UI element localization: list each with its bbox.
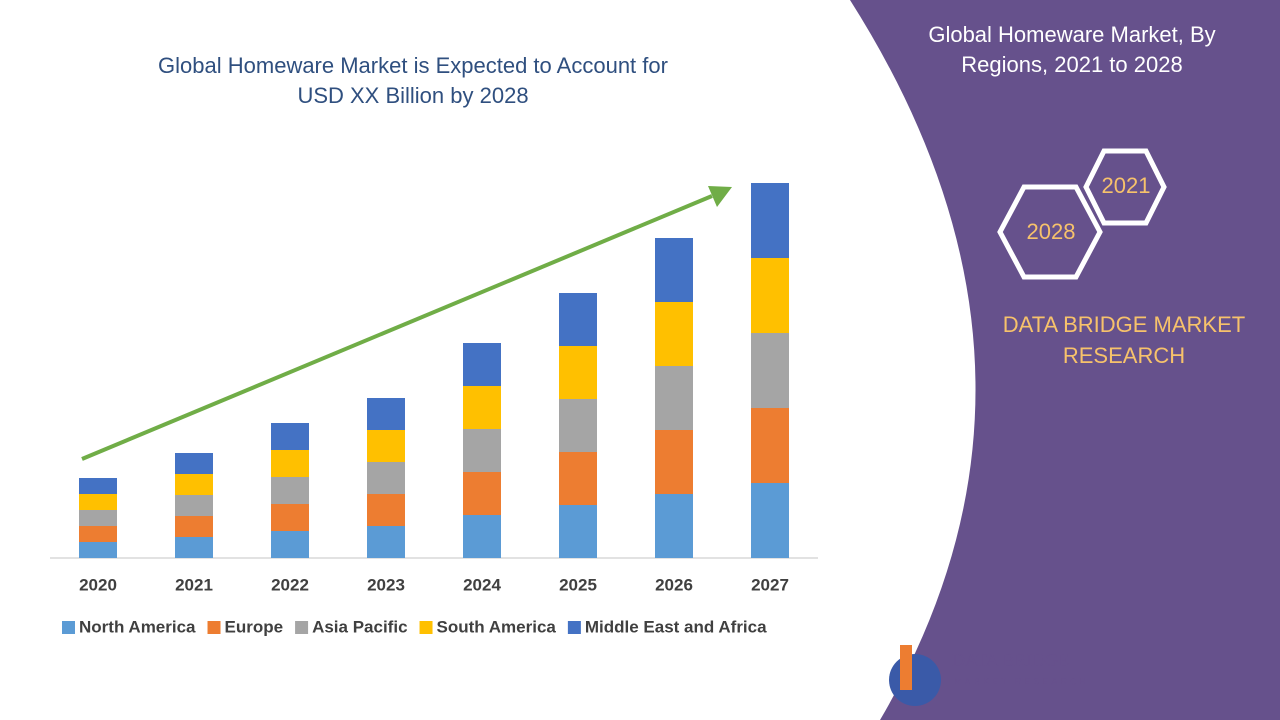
x-tick-label: 2020 (79, 575, 117, 594)
legend-label: Europe (225, 617, 284, 636)
bar-segment (367, 398, 405, 430)
bar-segment (367, 494, 405, 526)
x-tick-label: 2025 (559, 575, 597, 594)
legend-label: North America (79, 617, 196, 636)
bar-segment (175, 453, 213, 474)
bar-segment (271, 477, 309, 504)
bar-segment (271, 531, 309, 558)
x-tick-label: 2021 (175, 575, 213, 594)
bar-segment (79, 510, 117, 526)
text-line: Global Homeware Market is Expected to Ac… (158, 53, 668, 78)
x-tick-label: 2022 (271, 575, 309, 594)
text-line: Regions, 2021 to 2028 (961, 52, 1182, 77)
text-line: RESEARCH (1063, 343, 1185, 368)
badge: 2021 (1102, 173, 1151, 198)
legend-swatch (567, 621, 581, 634)
bar-segment (463, 343, 501, 386)
x-tick-label: 2027 (751, 575, 789, 594)
trend-arrow-head (708, 186, 732, 207)
bar-segment (367, 430, 405, 462)
bar-segment (463, 386, 501, 429)
logo-tagline: MARKET RESEARCH (954, 676, 1089, 686)
legend-swatch (207, 621, 221, 634)
bar-segment (79, 526, 117, 542)
bar-segment (751, 183, 789, 258)
bar-segment (175, 516, 213, 537)
bar-segment (463, 429, 501, 472)
bar-segment (559, 452, 597, 505)
bar-segment (751, 483, 789, 558)
legend-label: South America (437, 617, 557, 636)
panel-title: Global Homeware Market, By Regions, 2021 … (928, 22, 1215, 77)
x-tick-label: 2024 (463, 575, 501, 594)
hexagon (997, 184, 1103, 280)
bar-segment (79, 542, 117, 558)
side-panel (850, 0, 1280, 720)
bar-segment (655, 366, 693, 430)
bar-segment (79, 494, 117, 510)
bar-segment (751, 333, 789, 408)
bar-segment (175, 495, 213, 516)
x-tick-label: 2026 (655, 575, 693, 594)
bar-segment (271, 450, 309, 477)
logo-icon (900, 645, 912, 690)
bar-segment (271, 504, 309, 531)
legend-label: Asia Pacific (312, 617, 407, 636)
bar-segment (367, 526, 405, 558)
legend-swatch (62, 621, 75, 634)
bar-segment (655, 238, 693, 302)
x-tick-label: 2023 (367, 575, 405, 594)
trend-arrow (81, 194, 713, 461)
bar-segment (175, 537, 213, 558)
bar-segment (271, 423, 309, 450)
bar-segment (463, 515, 501, 558)
logo-name: DATA BRIDGE (952, 650, 1069, 670)
bar-segment (559, 505, 597, 558)
bar-segment (175, 474, 213, 495)
bar-segment (655, 494, 693, 558)
hexagon (1083, 148, 1167, 226)
chart-title: Global Homeware Market is Expected to Ac… (158, 53, 668, 108)
bar-segment (79, 478, 117, 494)
bar-segment (655, 302, 693, 366)
bar-segment (751, 408, 789, 483)
bar-segment (751, 258, 789, 333)
logo-icon (889, 654, 941, 706)
badge: 2028 (1027, 219, 1076, 244)
bar-segment (559, 346, 597, 399)
text-line: Global Homeware Market, By (928, 22, 1215, 47)
bar-segment (559, 399, 597, 452)
bar-segment (367, 462, 405, 494)
logo (889, 645, 941, 706)
brand-name: DATA BRIDGE MARKET RESEARCH (1003, 312, 1245, 368)
text-line: DATA BRIDGE MARKET (1003, 312, 1245, 337)
legend-label: Middle East and Africa (585, 617, 767, 636)
bar-segment (559, 293, 597, 346)
bar-segment (463, 472, 501, 515)
text-line: USD XX Billion by 2028 (297, 83, 528, 108)
bar-segment (655, 430, 693, 494)
legend-swatch (419, 621, 433, 634)
legend-swatch (295, 621, 309, 634)
